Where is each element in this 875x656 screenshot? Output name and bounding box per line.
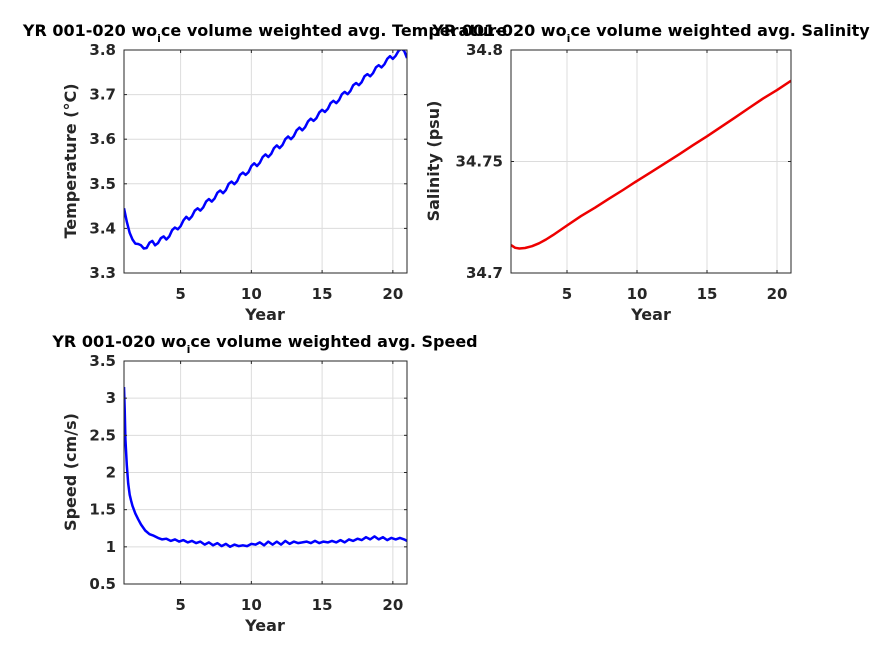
temperature-ylabel: Temperature (°C)	[61, 83, 80, 238]
speed-xlabel: Year	[244, 616, 285, 635]
salinity-ytick-label-2: 34.8	[466, 41, 503, 59]
temperature-ytick-label-2: 3.5	[89, 175, 116, 193]
salinity-line-series	[511, 79, 791, 250]
salinity-xtick-label-0: 5	[562, 285, 572, 303]
temperature-title: YR 001-020 woice volume weighted avg. Te…	[22, 21, 507, 45]
speed-xtick-label-3: 20	[382, 596, 403, 614]
temperature-ytick-label-4: 3.7	[89, 86, 116, 104]
temperature-ytick-label-3: 3.6	[89, 130, 116, 148]
speed-ticks: 5 10 15 20 0.5 1 1.5 2 2.5 3 3.5	[89, 352, 407, 614]
speed-series-line	[124, 386, 407, 549]
salinity-xtick-label-2: 15	[697, 285, 718, 303]
speed-ylabel: Speed (cm/s)	[61, 413, 80, 531]
speed-ytick-label-4: 2.5	[89, 426, 116, 444]
temperature-series-line	[124, 50, 407, 250]
salinity-ylabel: Salinity (psu)	[424, 101, 443, 222]
salinity-series-line	[511, 79, 791, 250]
speed-xtick-label-1: 10	[241, 596, 262, 614]
salinity-ytick-label-1: 34.75	[456, 153, 503, 171]
temperature-line-series	[124, 50, 407, 250]
speed-xtick-label-2: 15	[312, 596, 333, 614]
salinity-xtick-label-3: 20	[767, 285, 788, 303]
salinity-ticks: 5 10 15 20 34.7 34.75 34.8	[456, 41, 791, 303]
salinity-xlabel: Year	[630, 305, 671, 324]
speed-ytick-label-2: 1.5	[89, 501, 116, 519]
speed-ytick-label-3: 2	[106, 464, 116, 482]
speed-ytick-label-0: 0.5	[89, 575, 116, 593]
temperature-ytick-label-1: 3.4	[89, 219, 116, 237]
temperature-panel: YR 001-020 woice volume weighted avg. Te…	[22, 21, 507, 324]
temperature-xtick-label-2: 15	[312, 285, 333, 303]
temperature-xtick-label-1: 10	[241, 285, 262, 303]
temperature-ytick-label-0: 3.3	[89, 264, 116, 282]
temperature-xlabel: Year	[244, 305, 285, 324]
temperature-xtick-label-3: 20	[382, 285, 403, 303]
salinity-panel: YR 001-020 woice volume weighted avg. Sa…	[424, 21, 870, 324]
speed-ytick-label-1: 1	[106, 538, 116, 556]
salinity-ytick-label-0: 34.7	[466, 264, 503, 282]
speed-ytick-label-6: 3.5	[89, 352, 116, 370]
temperature-ytick-label-5: 3.8	[89, 41, 116, 59]
speed-ytick-label-5: 3	[106, 389, 116, 407]
salinity-xtick-label-1: 10	[627, 285, 648, 303]
speed-xtick-label-0: 5	[175, 596, 185, 614]
temperature-ticks: 5 10 15 20 3.3 3.4 3.5 3.6 3.7 3.8	[89, 41, 407, 303]
speed-line-series	[124, 386, 407, 549]
speed-title: YR 001-020 woice volume weighted avg. Sp…	[51, 332, 477, 356]
temperature-axes-frame	[123, 49, 408, 274]
speed-panel: YR 001-020 woice volume weighted avg. Sp…	[51, 332, 477, 635]
salinity-title: YR 001-020 woice volume weighted avg. Sa…	[431, 21, 870, 45]
temperature-xtick-label-0: 5	[175, 285, 185, 303]
